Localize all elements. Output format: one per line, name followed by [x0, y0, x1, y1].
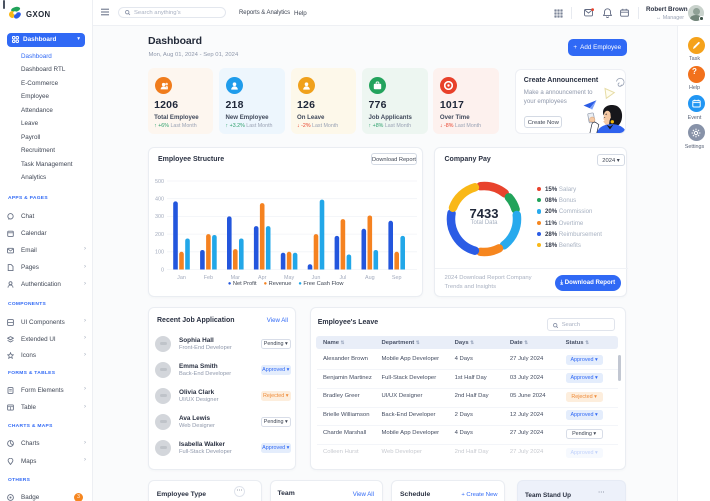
svg-text:May: May — [284, 275, 294, 281]
svg-text:Jun: Jun — [312, 275, 321, 281]
svg-text:Jan: Jan — [177, 275, 186, 281]
svg-text:Mar: Mar — [231, 275, 240, 281]
svg-text:Sep: Sep — [392, 275, 402, 281]
svg-text:500: 500 — [155, 179, 164, 185]
svg-text:Apr: Apr — [258, 275, 267, 281]
svg-text:200: 200 — [155, 232, 164, 238]
svg-text:0: 0 — [161, 267, 164, 273]
svg-text:300: 300 — [155, 214, 164, 220]
svg-text:Aug: Aug — [365, 275, 375, 281]
svg-text:Jul: Jul — [339, 275, 346, 281]
svg-text:Feb: Feb — [204, 275, 213, 281]
svg-text:400: 400 — [155, 197, 164, 203]
svg-text:100: 100 — [155, 250, 164, 256]
